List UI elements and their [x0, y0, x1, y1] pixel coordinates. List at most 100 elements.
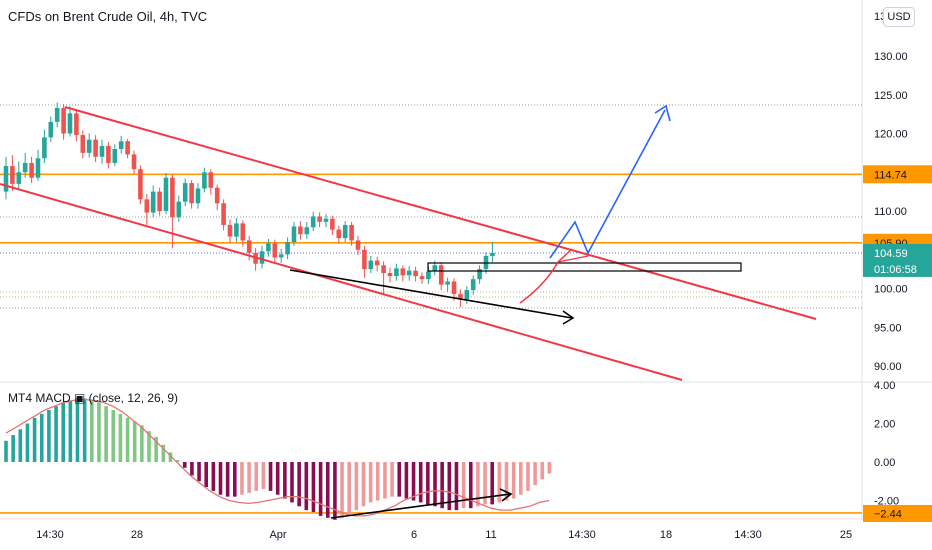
macd-histogram-bar — [118, 413, 123, 462]
candle-body — [214, 187, 220, 204]
candle-body — [470, 279, 476, 291]
candle-body — [477, 269, 482, 280]
price-divergence-line — [289, 269, 573, 319]
candle — [61, 104, 66, 140]
drawings-layer[interactable] — [0, 104, 817, 519]
candle — [99, 139, 105, 164]
candle — [138, 165, 143, 205]
candle-body — [451, 281, 457, 294]
candle — [240, 220, 246, 247]
candle — [214, 184, 220, 211]
time-tick-label: 25 — [840, 529, 852, 541]
candle-body — [125, 141, 130, 155]
candle-body — [118, 141, 124, 149]
candle-body — [54, 107, 60, 122]
candle-body — [22, 162, 28, 173]
red-rise-segment — [557, 255, 589, 263]
candle-body — [42, 137, 47, 159]
macd-histogram-bar — [497, 462, 502, 503]
candle-body — [35, 158, 41, 178]
macd-tick-label: 4.00 — [874, 380, 895, 392]
candle — [374, 256, 380, 272]
time-tick-label: 6 — [411, 529, 417, 541]
grid-layer — [0, 0, 932, 520]
candle-body — [310, 216, 316, 228]
macd-histogram-bar — [283, 462, 287, 499]
macd-histogram-bar — [175, 460, 180, 462]
candle — [112, 144, 118, 167]
candle — [10, 155, 15, 191]
candle-body — [138, 169, 143, 200]
candles-layer — [3, 102, 495, 308]
macd-histogram-bar — [204, 462, 208, 488]
candle — [304, 221, 310, 239]
current-price-tag: 104.59 — [874, 248, 908, 260]
price-tag-114: 114.74 — [874, 169, 907, 181]
candle-body — [144, 199, 150, 213]
macd-histogram-bar — [104, 406, 108, 462]
candle — [362, 245, 367, 278]
candle — [310, 211, 316, 232]
macd-histogram-bar — [68, 400, 73, 462]
macd-histogram-bar — [47, 410, 51, 462]
candle — [470, 275, 476, 295]
candle — [438, 262, 444, 291]
projection-path — [549, 109, 666, 259]
candle-body — [445, 281, 450, 285]
candle-body — [131, 154, 137, 170]
macd-tick-label: -2.00 — [874, 496, 899, 508]
candle — [227, 219, 233, 244]
macd-histogram-bar — [218, 462, 223, 495]
macd-histogram-bar — [490, 462, 494, 505]
candle-body — [246, 240, 252, 253]
candle — [291, 221, 297, 246]
candle — [330, 215, 335, 236]
macd-indicator-title[interactable]: MT4 MACD ▣ (close, 12, 26, 9) — [8, 391, 179, 405]
candle — [317, 212, 322, 228]
price-tick-label: 95.00 — [874, 322, 902, 334]
countdown-tag-bg — [863, 260, 932, 277]
macd-histogram-bar — [32, 417, 37, 462]
candle — [16, 161, 22, 190]
macd-divergence-line — [330, 493, 511, 519]
candle — [278, 248, 284, 263]
countdown-tag: 01:06:58 — [874, 264, 917, 276]
macd-histogram-bar — [354, 462, 359, 511]
candle — [48, 116, 54, 143]
candle — [464, 286, 470, 304]
candle — [67, 106, 73, 137]
candle — [387, 267, 393, 283]
macd-histogram-bar — [268, 462, 273, 491]
candle — [74, 110, 79, 142]
price-tick-label: 110.00 — [874, 206, 907, 218]
candle-body — [323, 218, 329, 222]
currency-button[interactable]: USD — [883, 7, 915, 27]
macd-histogram-bar — [18, 429, 23, 462]
macd-divergence-arrowhead — [499, 488, 513, 502]
macd-histogram-bar — [125, 417, 130, 462]
candle — [349, 221, 354, 246]
candle-body — [394, 268, 399, 277]
macd-histogram-bar — [418, 462, 423, 503]
macd-histogram-bar — [426, 462, 430, 505]
candle — [323, 214, 329, 228]
candle-body — [426, 271, 431, 280]
candle — [176, 195, 182, 222]
macd-histogram-bar — [61, 402, 65, 462]
candle-body — [374, 260, 380, 266]
candle-body — [221, 203, 226, 225]
macd-histogram-bar — [447, 462, 452, 511]
candle — [170, 174, 175, 249]
macd-histogram-bar — [454, 462, 459, 511]
macd-histogram-bar — [290, 462, 294, 503]
candle — [131, 150, 137, 174]
candle — [86, 133, 92, 158]
candle-body — [278, 254, 284, 258]
macd-histogram-bar — [376, 462, 380, 501]
candle — [163, 173, 169, 215]
candle-body — [10, 166, 15, 184]
macd-histogram-bar — [154, 436, 158, 462]
candle-body — [112, 149, 118, 163]
macd-histogram-bar — [147, 431, 151, 462]
